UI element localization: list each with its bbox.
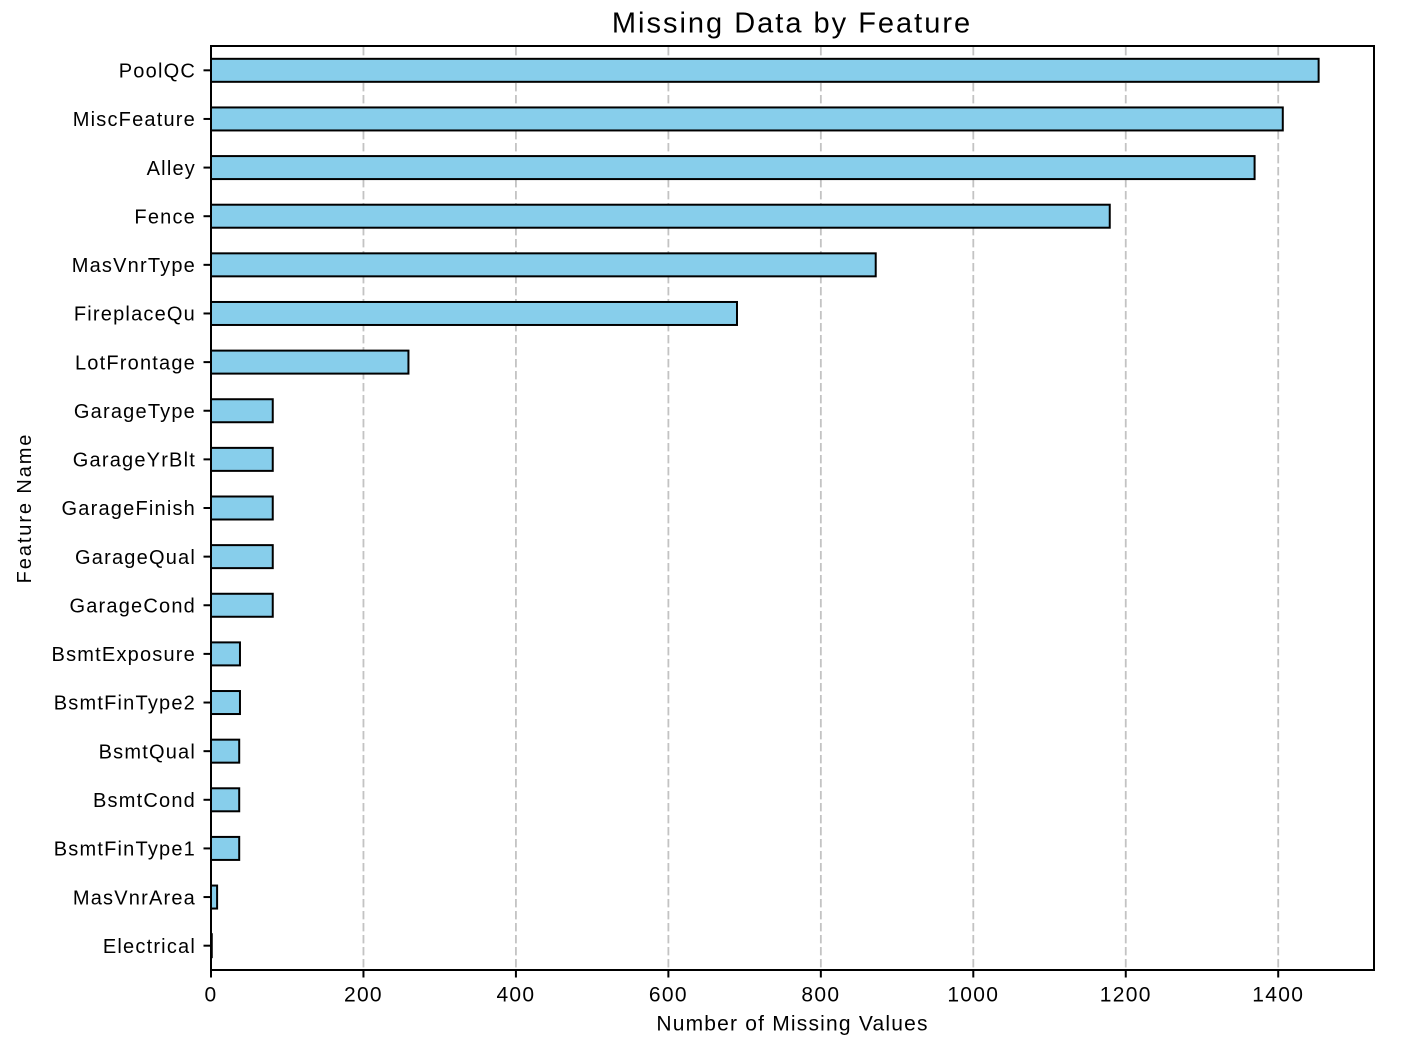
svg-text:Number of Missing Values: Number of Missing Values [656,1013,928,1036]
svg-text:1400: 1400 [1252,984,1304,1007]
svg-text:BsmtCond: BsmtCond [93,790,196,812]
svg-text:GarageYrBlt: GarageYrBlt [73,450,196,472]
svg-text:MiscFeature: MiscFeature [73,109,196,131]
svg-text:MasVnrArea: MasVnrArea [73,887,196,909]
svg-text:GarageQual: GarageQual [75,547,196,569]
svg-text:Alley: Alley [147,158,196,180]
svg-text:MasVnrType: MasVnrType [72,255,196,277]
svg-text:BsmtQual: BsmtQual [99,741,196,763]
svg-text:0: 0 [205,984,218,1007]
svg-text:GarageCond: GarageCond [69,595,196,617]
svg-text:FireplaceQu: FireplaceQu [74,304,196,326]
svg-text:PoolQC: PoolQC [119,61,196,83]
svg-text:Missing Data by Feature: Missing Data by Feature [612,8,972,40]
svg-text:GarageFinish: GarageFinish [62,498,196,520]
svg-text:400: 400 [496,984,535,1007]
svg-text:LotFrontage: LotFrontage [75,352,196,374]
svg-text:Electrical: Electrical [103,936,196,958]
svg-text:Feature Name: Feature Name [14,433,36,584]
svg-text:BsmtExposure: BsmtExposure [52,644,196,666]
svg-text:1200: 1200 [1100,984,1152,1007]
svg-text:BsmtFinType2: BsmtFinType2 [54,693,196,715]
svg-text:Fence: Fence [134,206,196,228]
svg-text:BsmtFinType1: BsmtFinType1 [54,839,196,861]
svg-text:800: 800 [801,984,840,1007]
svg-text:600: 600 [649,984,688,1007]
svg-text:200: 200 [344,984,383,1007]
svg-text:GarageType: GarageType [74,401,196,423]
svg-text:1000: 1000 [947,984,999,1007]
